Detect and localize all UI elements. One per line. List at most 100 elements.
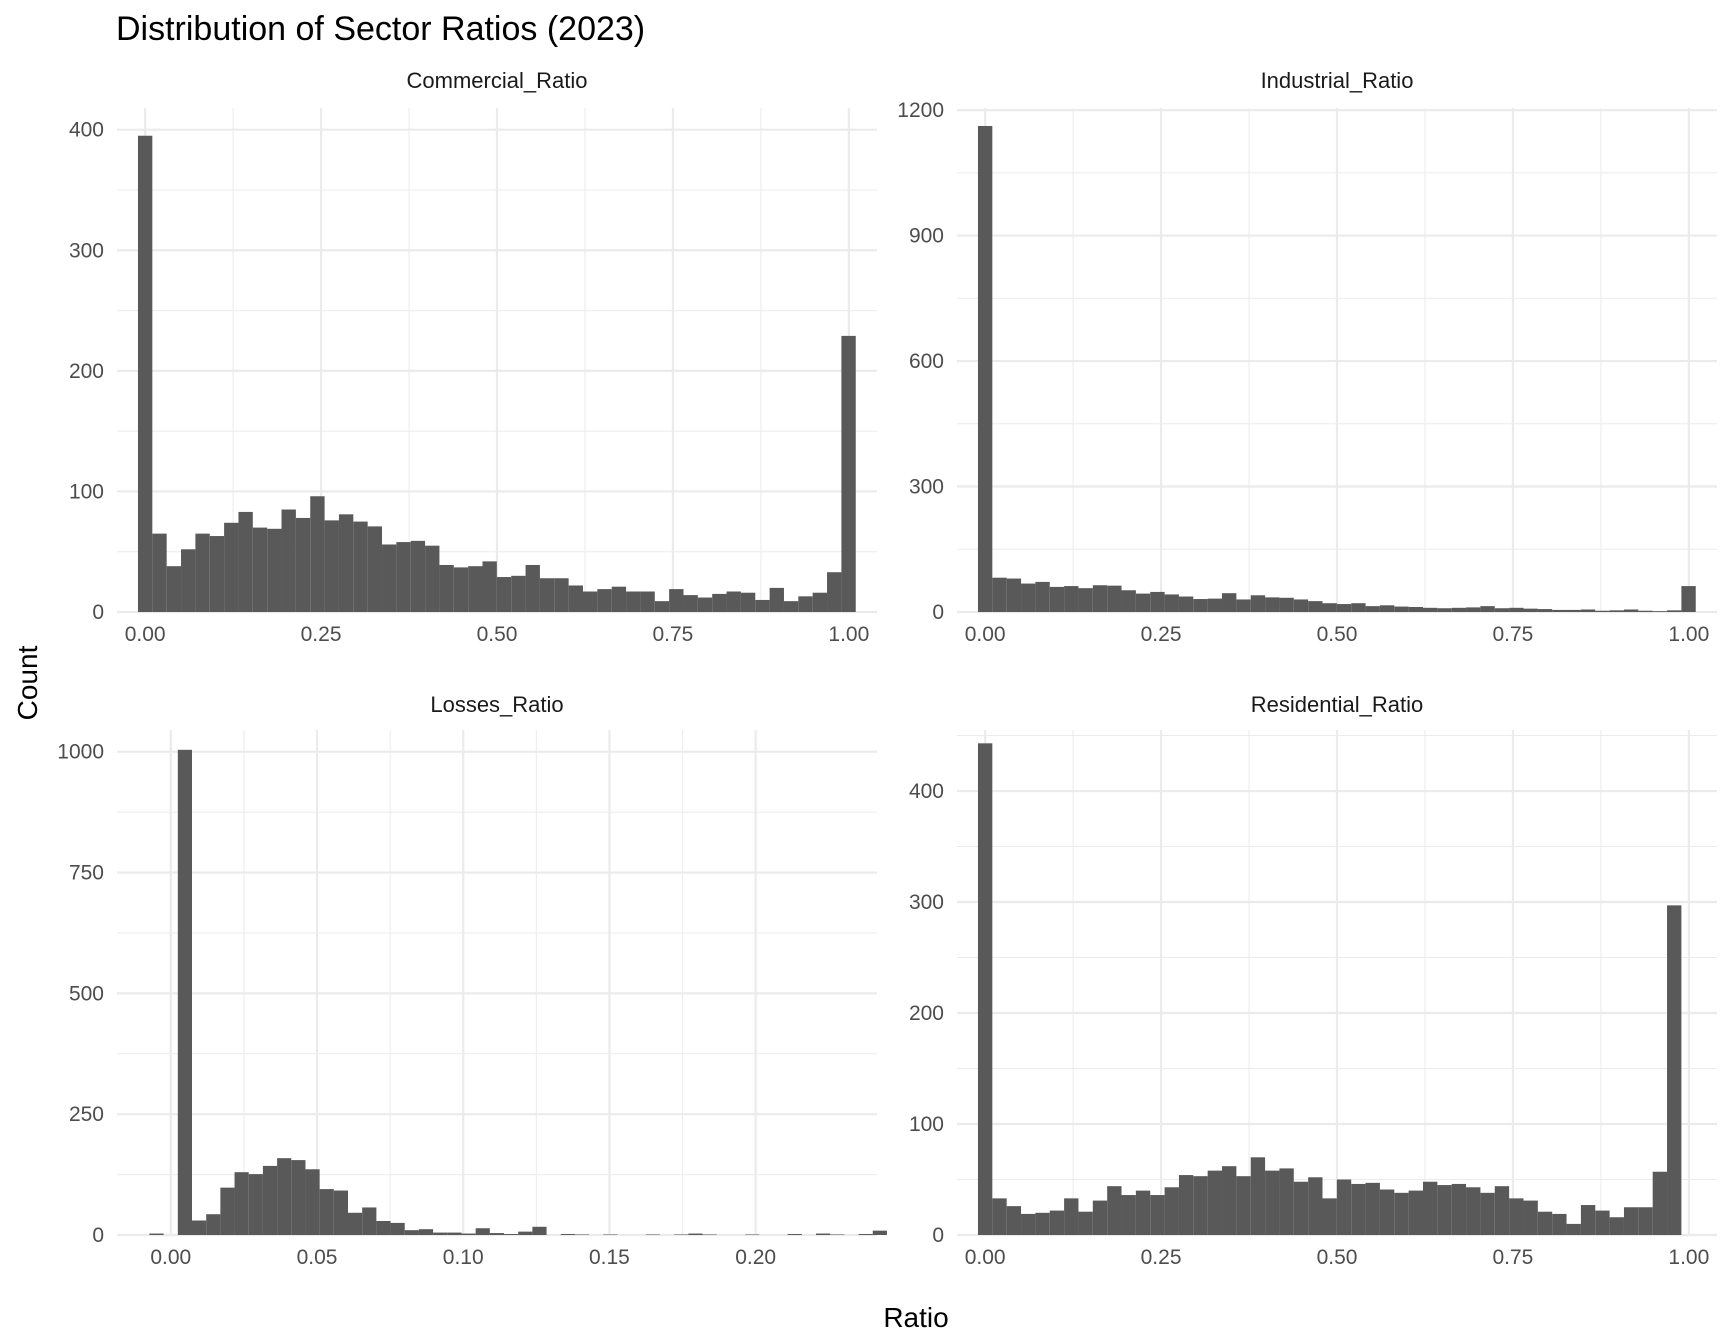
histogram-bar <box>319 1189 334 1235</box>
histogram-bar <box>654 601 670 612</box>
histogram-bar <box>1336 604 1352 612</box>
histogram-bar <box>1609 610 1624 612</box>
y-tick-label: 0 <box>932 601 944 624</box>
histogram-bar <box>1250 1157 1266 1235</box>
histogram-bar <box>1236 1176 1251 1235</box>
y-tick-label: 1200 <box>897 99 944 122</box>
histogram-bar <box>858 1234 873 1235</box>
histogram-bar <box>640 591 655 612</box>
histogram-bar <box>1480 1192 1495 1235</box>
histogram-bar <box>1379 605 1395 612</box>
histogram-bar <box>1638 610 1653 612</box>
histogram-bar <box>404 1230 419 1235</box>
histogram-bar <box>277 1158 292 1235</box>
histogram-bar <box>390 1222 405 1235</box>
y-tick-label: 0 <box>92 1224 104 1247</box>
histogram-bar <box>433 1232 448 1235</box>
histogram-bar <box>439 564 454 612</box>
x-tick-label: 0.50 <box>1317 623 1358 646</box>
histogram-bar <box>195 533 210 612</box>
histogram-bar <box>1394 1192 1409 1235</box>
histogram-bar <box>1164 594 1179 612</box>
histogram-bar <box>262 1165 278 1235</box>
histogram-bar <box>769 587 784 612</box>
histogram-bar <box>475 1228 490 1235</box>
histogram-bar <box>410 540 426 612</box>
histogram-bar <box>1222 1166 1237 1235</box>
x-tick-label: 1.00 <box>828 623 869 646</box>
histogram-bar <box>1394 606 1409 612</box>
histogram-bar <box>1178 1175 1194 1235</box>
histogram-bar <box>582 591 598 612</box>
histogram-bar <box>367 526 383 612</box>
histogram-bar <box>468 566 483 612</box>
x-tick-label: 1.00 <box>1668 1246 1709 1269</box>
facet-strip-label: Losses_Ratio <box>430 692 563 717</box>
histogram-bar <box>1308 1177 1323 1235</box>
histogram-bar <box>234 1172 249 1235</box>
histogram-bar <box>1466 1187 1481 1235</box>
x-axis-title: Ratio <box>883 1302 948 1333</box>
histogram-bar <box>295 517 311 612</box>
histogram-bar <box>447 1232 462 1235</box>
histogram-bar <box>1537 1211 1553 1235</box>
histogram-bar <box>353 521 368 612</box>
x-tick-label: 0.25 <box>1141 1246 1182 1269</box>
x-tick-label: 0.15 <box>589 1246 630 1269</box>
histogram-bar <box>324 520 339 612</box>
y-tick-label: 400 <box>69 119 104 142</box>
histogram-bar <box>1580 1205 1596 1235</box>
histogram-bar <box>1265 597 1280 612</box>
x-tick-label: 0.75 <box>1492 623 1533 646</box>
histogram-bar <box>1035 1212 1050 1235</box>
histogram-bar <box>1021 1213 1036 1235</box>
histogram-bar <box>291 1160 306 1235</box>
histogram-bar <box>396 542 411 612</box>
histogram-bar <box>461 1233 476 1235</box>
y-tick-label: 400 <box>909 780 944 803</box>
histogram-bar <box>1379 1189 1395 1235</box>
y-axis-title: Count <box>12 645 43 720</box>
histogram-bar <box>992 1198 1007 1235</box>
histogram-bar <box>1365 1182 1380 1235</box>
histogram-bar <box>568 585 583 612</box>
histogram-bar <box>977 125 993 613</box>
histogram-bar <box>812 592 828 612</box>
y-tick-label: 200 <box>909 1002 944 1025</box>
histogram-bar <box>149 1233 164 1235</box>
x-tick-label: 0.75 <box>1492 1246 1533 1269</box>
histogram-bar <box>1336 1179 1352 1235</box>
histogram-bar <box>177 749 193 1235</box>
histogram-bar <box>482 561 497 612</box>
histogram-bar <box>1523 1200 1538 1235</box>
histogram-bar <box>1250 595 1266 612</box>
x-tick-label: 0.25 <box>1141 623 1182 646</box>
y-tick-label: 100 <box>909 1113 944 1136</box>
histogram-bar <box>504 1234 519 1235</box>
histogram-bar <box>560 1234 575 1235</box>
histogram-bar <box>518 1231 533 1235</box>
histogram-bar <box>1293 1181 1309 1235</box>
histogram-bar <box>1652 1171 1668 1235</box>
histogram-bar <box>425 545 440 612</box>
y-tick-label: 500 <box>69 982 104 1005</box>
histogram-bar <box>554 578 569 612</box>
histogram-bar <box>1121 590 1136 612</box>
histogram-bar <box>827 572 842 612</box>
y-tick-label: 0 <box>92 601 104 624</box>
histogram-bar <box>1178 596 1194 612</box>
histogram-bar <box>697 597 713 612</box>
histogram-bar <box>1135 593 1151 612</box>
histogram-bar <box>1451 1183 1467 1235</box>
histogram-bar <box>539 578 555 612</box>
histogram-bar <box>1006 1206 1022 1235</box>
histogram-bar <box>1365 606 1380 612</box>
histogram-bar <box>496 577 512 612</box>
histogram-bar <box>206 1214 221 1235</box>
histogram-bar <box>1566 609 1581 612</box>
histogram-bar <box>783 601 799 612</box>
histogram-bar <box>816 1233 831 1235</box>
histogram-bar <box>418 1229 434 1235</box>
histogram-bar <box>453 567 469 612</box>
histogram-bar <box>1523 608 1538 612</box>
